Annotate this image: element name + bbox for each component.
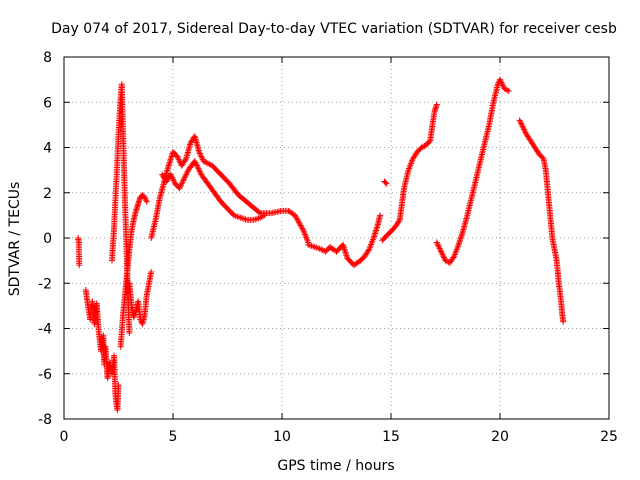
data-point	[426, 138, 433, 145]
data-point	[539, 154, 546, 161]
series-seg8	[305, 212, 384, 269]
data-point	[560, 318, 567, 325]
grid	[64, 57, 609, 419]
data-point	[148, 268, 155, 275]
x-tick-label: 10	[273, 429, 291, 445]
data-point	[76, 262, 83, 269]
x-axis-label: GPS time / hours	[277, 458, 394, 474]
data-point	[143, 198, 150, 205]
data-point	[504, 87, 511, 94]
data-point	[255, 209, 262, 216]
data-point	[260, 213, 267, 220]
data-point	[126, 330, 133, 337]
data-point	[377, 212, 384, 219]
data-point	[261, 212, 268, 219]
x-tick-label: 25	[600, 429, 618, 445]
x-tick-label: 20	[491, 429, 509, 445]
data-point	[505, 87, 512, 94]
series-seg1	[75, 235, 83, 269]
y-tick-label: -8	[38, 412, 52, 428]
data-point	[115, 382, 122, 389]
data-point	[383, 180, 390, 187]
data-point	[395, 218, 402, 225]
x-tick-label: 5	[169, 429, 178, 445]
series-seg11	[433, 76, 512, 266]
data-point	[365, 247, 372, 254]
y-tick-label: -2	[38, 276, 52, 292]
axis-ticks: 0 5 10 15 20 25 -8 -6 -4 -2 0 2 4 6 8	[38, 50, 618, 445]
y-axis-label: SDTVAR / TECUs	[7, 182, 23, 297]
y-tick-label: -4	[38, 322, 52, 338]
y-tick-label: -6	[38, 367, 52, 383]
series-seg4	[117, 192, 150, 350]
y-tick-label: 2	[43, 186, 52, 202]
data-point	[450, 254, 457, 261]
chart-title: Day 074 of 2017, Sidereal Day-to-day VTE…	[51, 21, 617, 37]
series-seg9	[381, 178, 390, 187]
data-points	[75, 76, 567, 413]
series-seg10	[379, 101, 440, 244]
series-seg5	[126, 268, 155, 327]
y-tick-label: 0	[43, 231, 52, 247]
x-tick-label: 15	[382, 429, 400, 445]
y-tick-label: 6	[43, 95, 52, 111]
series-seg2	[82, 287, 122, 413]
series-seg7	[159, 158, 268, 223]
data-point	[300, 226, 307, 233]
y-tick-label: 8	[43, 50, 52, 66]
series-seg12	[516, 117, 567, 325]
data-point	[433, 101, 440, 108]
data-point	[182, 157, 189, 164]
x-tick-label: 0	[60, 429, 69, 445]
series-seg6	[148, 133, 312, 246]
data-point	[382, 179, 389, 186]
y-tick-label: 4	[43, 141, 52, 157]
